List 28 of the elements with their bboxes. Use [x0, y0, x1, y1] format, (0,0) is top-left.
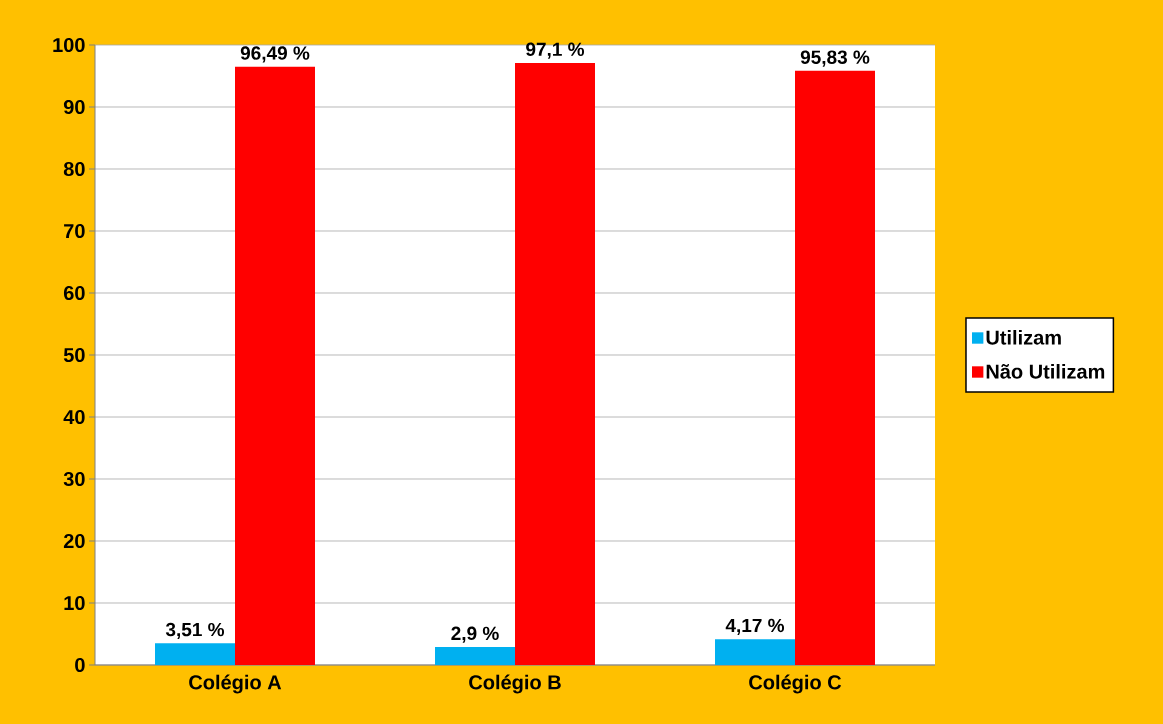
data-label: 96,49 % — [240, 46, 310, 63]
y-tick-label: 20 — [63, 533, 85, 549]
bar — [715, 639, 795, 665]
y-tick-label: 10 — [64, 595, 85, 611]
y-tick-label: 100 — [53, 37, 85, 53]
y-tick-label: 30 — [63, 471, 85, 487]
y-tick-label: 50 — [63, 347, 85, 363]
x-tick-label: Colégio A — [189, 674, 282, 694]
legend-label: Não Utilizam — [986, 364, 1105, 379]
x-tick-label: Colégio B — [469, 674, 561, 694]
bar — [235, 66, 315, 665]
y-tick-label: 0 — [75, 657, 85, 673]
data-label: 3,51 % — [165, 622, 225, 640]
legend-label: Utilizam — [986, 330, 1061, 345]
y-tick-label: 80 — [63, 161, 85, 177]
data-label: 95,83 % — [800, 50, 870, 67]
bar — [515, 62, 595, 665]
y-tick-label: 60 — [63, 285, 85, 301]
y-tick-label: 70 — [64, 223, 85, 239]
bar — [155, 643, 235, 665]
y-tick-label: 40 — [63, 409, 85, 425]
bar — [435, 647, 515, 665]
bar — [795, 70, 875, 665]
data-label: 4,17 % — [725, 618, 785, 635]
y-tick-label: 90 — [63, 99, 85, 115]
data-label: 97,1 % — [526, 42, 585, 59]
data-label: 2,9 % — [451, 626, 499, 643]
x-tick-label: Colégio C — [749, 674, 842, 694]
